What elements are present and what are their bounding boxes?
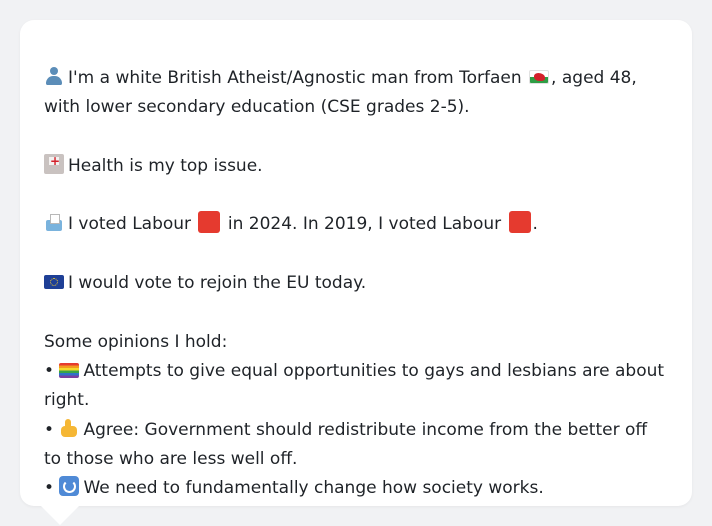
rainbow-flag-icon: [59, 362, 80, 378]
health-paragraph: Health is my top issue.: [44, 152, 668, 181]
opinion-item: • We need to fundamentally change how so…: [44, 474, 668, 503]
person-icon: [44, 66, 64, 86]
eu-paragraph: I would vote to rejoin the EU today.: [44, 269, 668, 298]
wales-flag-icon: [529, 70, 550, 84]
intro-text: I'm a white British Atheist/Agnostic man…: [68, 68, 522, 88]
vote-text-end: .: [532, 214, 538, 235]
cycle-arrows-icon: [59, 476, 80, 497]
red-square-icon: [508, 211, 531, 234]
opinion-item: • Agree: Government should redistribute …: [44, 416, 668, 475]
opinion-text: Attempts to give equal opportunities to …: [44, 360, 665, 411]
opinion-item: • Attempts to give equal opportunities t…: [44, 357, 668, 416]
hospital-icon: [44, 153, 64, 174]
intro-paragraph: I'm a white British Atheist/Agnostic man…: [44, 64, 668, 123]
red-square-icon: [198, 211, 221, 234]
intro-details: , aged 48, with lower secondary educatio…: [44, 68, 637, 118]
eu-flag-icon: [44, 275, 64, 290]
opinion-text: We need to fundamentally change how soci…: [83, 478, 544, 499]
opinion-text: Agree: Government should redistribute in…: [44, 419, 648, 469]
vote-text-middle: in 2024. In 2019, I voted Labour: [227, 214, 502, 235]
health-text: Health is my top issue.: [68, 155, 263, 176]
bullet: •: [44, 478, 55, 499]
thumbs-up-icon: [59, 418, 79, 438]
bullet: •: [44, 419, 55, 440]
opinions-heading: Some opinions I hold:: [44, 331, 228, 352]
chat-message-card: I'm a white British Atheist/Agnostic man…: [20, 20, 692, 506]
eu-text: I would vote to rejoin the EU today.: [68, 273, 367, 294]
vote-paragraph: I voted Labour in 2024. In 2019, I voted…: [44, 210, 668, 239]
bullet: •: [44, 360, 55, 381]
vote-text-start: I voted Labour: [68, 214, 192, 235]
speech-bubble-tail: [38, 503, 82, 525]
ballot-box-icon: [44, 212, 64, 232]
